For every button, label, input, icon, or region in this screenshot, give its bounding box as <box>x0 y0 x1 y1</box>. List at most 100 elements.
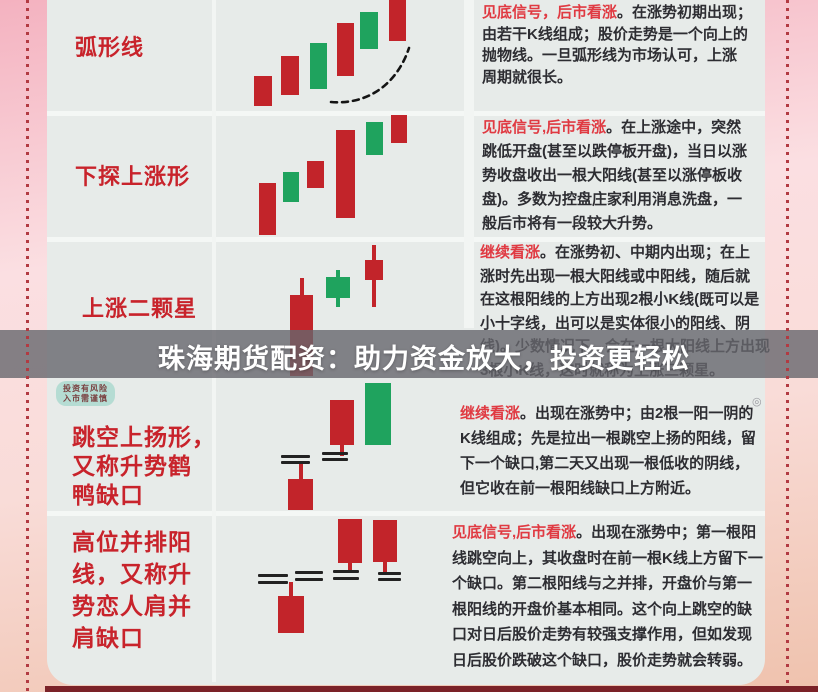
description-line: 口对日后股价走势有较强支撑作用，但如发现 <box>452 626 753 643</box>
signal-text: 继续看涨 <box>460 405 521 422</box>
gap-mark-line <box>333 577 359 580</box>
description-line: 个缺口。第二根阳线与之并排，开盘价与第一 <box>452 575 753 592</box>
green-candle <box>365 383 391 445</box>
pattern-label-line: 高位并排阳 <box>72 529 192 555</box>
pattern-label-dip-rise: 下探上涨形 <box>75 165 190 189</box>
candle-upper-wick <box>289 582 293 596</box>
description-line: 继续看涨。出现在涨势中；由2根一阳一阴的 <box>460 405 754 422</box>
pattern-label-line: 跳空上扬形， <box>72 424 216 450</box>
candle-lower-wick <box>340 445 344 456</box>
red-candle <box>373 520 397 562</box>
signal-text: 见底信号,后市看涨 <box>482 119 607 136</box>
bottom-maroon-strip <box>45 686 818 692</box>
description-line: 见底信号,后市看涨。在上涨途中，突然 <box>482 119 742 136</box>
description-line: 小十字线，出可以是实体很小的阳线、阴 <box>480 314 751 332</box>
description-line: 继续看涨。在涨势初、中期内出现；在上 <box>480 244 751 261</box>
pattern-label-line: 线，又称升 <box>72 561 192 587</box>
description-line: 抛物线。一旦弧形线为市场认可，上涨 <box>482 47 738 64</box>
candle-lower-wick <box>372 280 376 307</box>
description-line: 周期就很长。 <box>482 68 573 86</box>
candle-lower-wick <box>336 298 340 307</box>
watermark-band: 珠海期货配资：助力资金放大，投资更轻松 <box>0 330 818 378</box>
description-line: 盘)。多数为控盘庄家利用消息洗盘，一 <box>482 191 742 208</box>
signal-text: 继续看涨 <box>480 244 541 261</box>
red-candle <box>288 479 313 510</box>
pattern-label-line: 势恋人肩并 <box>72 593 192 619</box>
pattern-description: 见底信号,后市看涨。在上涨途中，突然 跳低开盘(甚至以跌停板开盘)，当日以涨 势收盘… <box>482 116 747 236</box>
red-candle <box>281 56 299 95</box>
pattern-label-two-stars: 上涨二颗星 <box>82 297 197 321</box>
gap-mark-line <box>378 578 401 581</box>
candle-lower-wick <box>383 562 387 572</box>
green-candle <box>283 172 299 202</box>
watermark-text: 珠海期货配资：助力资金放大，投资更轻松 <box>158 344 690 374</box>
red-candle <box>391 115 407 143</box>
right-dotted-border <box>786 0 789 692</box>
red-candle <box>389 0 406 41</box>
red-candle <box>259 183 276 235</box>
description-line: 跳低开盘(甚至以跌停板开盘)，当日以涨 <box>482 143 747 160</box>
red-candle <box>336 130 355 218</box>
gap-mark-line <box>322 452 348 455</box>
arc-dashed-curve <box>329 46 411 104</box>
description-line: 线跳空向上，其收盘时在前一根K线上方留下一 <box>452 549 763 567</box>
description-line: 根阳线的开盘价基本相同。这个向上跳空的缺 <box>452 600 753 618</box>
description-line: 般后市将有一段较大升势。 <box>482 215 663 232</box>
candle-upper-wick <box>372 245 376 260</box>
red-candle <box>337 23 354 76</box>
pattern-label-gap-up: 跳空上扬形， 又称升势鹤鸭缺口 <box>72 423 216 510</box>
column-divider <box>464 0 474 328</box>
pattern-description: 继续看涨。出现在涨势中；由2根一阳一阴的 K线组成；先是拉出一根跳空上扬的阳线，留… <box>460 401 756 501</box>
gap-mark-line <box>295 571 323 574</box>
red-candle <box>254 76 272 106</box>
pattern-label-line: 鸭缺口 <box>72 482 144 508</box>
signal-text: 见底信号，后市看涨 <box>482 4 618 21</box>
candle-upper-wick <box>299 278 304 295</box>
description-line: 由若干K线组成；股价走势是一个向上的 <box>482 25 748 43</box>
signal-text: 见底信号,后市看涨 <box>452 524 577 541</box>
red-candle <box>330 400 354 445</box>
pattern-label-line: 又称升势鹤 <box>72 453 192 479</box>
red-candle <box>365 260 383 280</box>
description-line: 见底信号,后市看涨。出现在涨势中；第一根阳 <box>452 524 757 541</box>
red-candle <box>278 596 304 633</box>
gap-mark-line <box>295 578 323 581</box>
description-line: 在这根阳线的上方出现2根小K线(既可以是 <box>480 291 760 308</box>
pattern-label-side-by-side: 高位并排阳线，又称升势恋人肩并肩缺口 <box>72 526 192 654</box>
description-line: 势收盘收出一根大阳线(甚至以涨停板收 <box>482 167 742 184</box>
description-line: 见底信号，后市看涨。在涨势初期出现； <box>482 4 753 21</box>
red-candle <box>307 161 324 188</box>
green-candle <box>310 43 327 89</box>
candle-upper-wick <box>336 270 340 277</box>
row-divider <box>47 237 765 242</box>
description-line: 下一个缺口,第二天又出现一根低收的阴线， <box>460 455 750 472</box>
pattern-description: 见底信号，后市看涨。在涨势初期出现； 由若干K线组成；股价走势是一个向上的 抛物线。… <box>482 2 752 88</box>
pattern-label-line: 肩缺口 <box>72 625 144 651</box>
gap-mark-line <box>322 458 348 461</box>
badge-line-1: 投资有风险 <box>63 384 108 393</box>
pattern-label-line: 下探上涨形 <box>75 164 191 189</box>
description-line: K线组成；先是拉出一根跳空上扬的阳线，留 <box>460 430 756 447</box>
description-line: 但它收在前一根阳线缺口上方附近。 <box>460 480 701 497</box>
pattern-label-line: 上涨二颗星 <box>82 296 198 321</box>
tiny-circle-mark: ◎ <box>752 396 762 408</box>
risk-disclaimer-badge: 投资有风险 入市需谨慎 <box>56 381 115 406</box>
green-candle <box>326 277 350 298</box>
gap-mark-line <box>258 574 288 577</box>
row-divider <box>47 511 765 516</box>
pattern-label-arc-line: 弧形线 <box>75 36 144 60</box>
gap-mark-line <box>281 461 310 464</box>
pattern-label-line: 弧形线 <box>75 35 145 60</box>
gap-mark-line <box>333 570 359 573</box>
gap-mark-line <box>378 572 401 575</box>
candle-lower-wick <box>348 563 352 571</box>
green-candle <box>360 12 378 49</box>
row-divider <box>47 111 765 116</box>
green-candle <box>366 122 383 155</box>
pattern-description: 见底信号,后市看涨。出现在涨势中；第一根阳 线跳空向上，其收盘时在前一根K线上方留… <box>452 520 763 673</box>
description-line: 涨时先出现一根大阳线或中阳线，随后就 <box>480 267 751 285</box>
gap-mark-line <box>281 455 310 458</box>
gap-mark-line <box>258 581 288 584</box>
